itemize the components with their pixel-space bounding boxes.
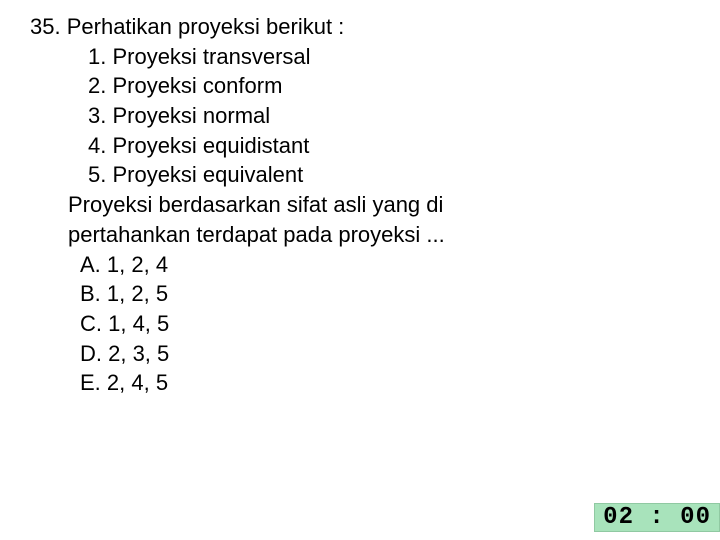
item-4: 4. Proyeksi equidistant: [30, 131, 720, 161]
item-3: 3. Proyeksi normal: [30, 101, 720, 131]
choice-d: D. 2, 3, 5: [30, 339, 720, 369]
body-line-2: pertahankan terdapat pada proyeksi ...: [30, 220, 720, 250]
question-prompt: 35. Perhatikan proyeksi berikut :: [30, 12, 720, 42]
item-5: 5. Proyeksi equivalent: [30, 160, 720, 190]
choice-c: C. 1, 4, 5: [30, 309, 720, 339]
item-1: 1. Proyeksi transversal: [30, 42, 720, 72]
body-line-1: Proyeksi berdasarkan sifat asli yang di: [30, 190, 720, 220]
item-2: 2. Proyeksi conform: [30, 71, 720, 101]
choice-a: A. 1, 2, 4: [30, 250, 720, 280]
question-block: 35. Perhatikan proyeksi berikut : 1. Pro…: [0, 0, 720, 398]
choice-e: E. 2, 4, 5: [30, 368, 720, 398]
timer-display: 02 : 00: [594, 503, 720, 532]
question-text: Perhatikan proyeksi berikut :: [67, 14, 345, 39]
choice-b: B. 1, 2, 5: [30, 279, 720, 309]
question-number: 35.: [30, 14, 61, 39]
